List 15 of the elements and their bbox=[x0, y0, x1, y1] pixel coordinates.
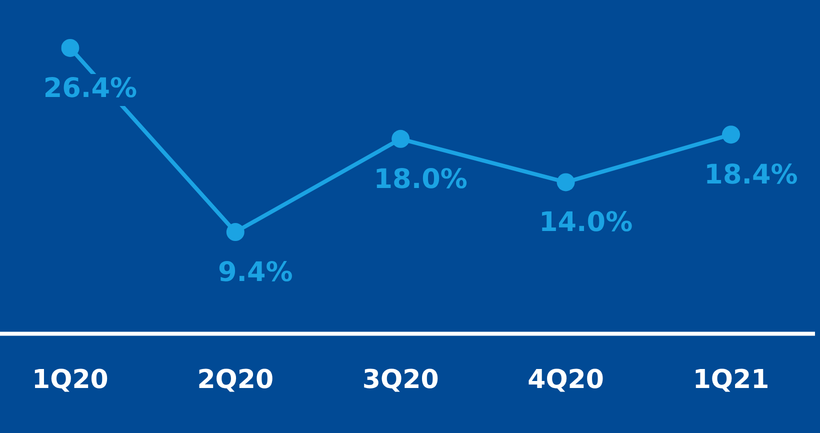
point bbox=[392, 130, 410, 148]
point bbox=[61, 38, 80, 57]
point bbox=[226, 223, 244, 242]
x-tick-label: 2Q20 bbox=[197, 365, 274, 396]
data-label: 9.4% bbox=[218, 257, 293, 288]
data-label: 18.4% bbox=[704, 160, 798, 191]
x-tick-label: 1Q20 bbox=[32, 365, 108, 396]
x-tick-label: 4Q20 bbox=[528, 365, 604, 396]
x-tick-label: 1Q21 bbox=[692, 365, 770, 396]
data-label: 18.0% bbox=[374, 164, 468, 195]
point bbox=[722, 126, 740, 144]
point bbox=[556, 173, 575, 192]
x-tick-label: 3Q20 bbox=[362, 365, 439, 396]
data-label: 14.0% bbox=[538, 207, 633, 238]
data-label: 26.4% bbox=[43, 72, 138, 104]
